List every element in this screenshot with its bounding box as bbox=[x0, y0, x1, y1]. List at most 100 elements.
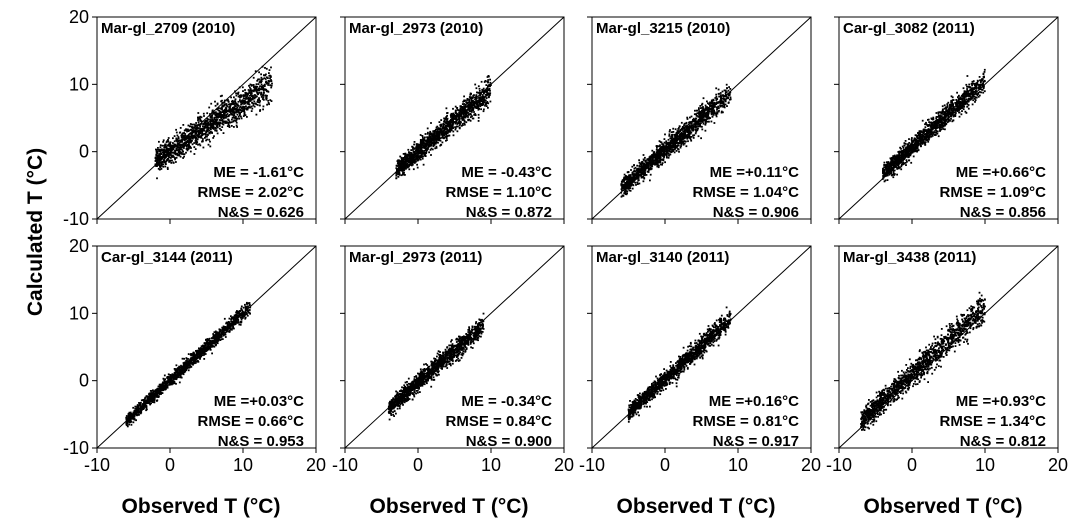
data-point bbox=[160, 162, 163, 165]
data-point bbox=[640, 164, 643, 166]
data-point bbox=[623, 173, 626, 176]
stat-label: ME = -0.43°C bbox=[461, 164, 552, 181]
data-point bbox=[207, 121, 209, 124]
data-point bbox=[169, 146, 172, 148]
data-point bbox=[264, 67, 266, 69]
data-point bbox=[457, 125, 459, 128]
data-point bbox=[251, 98, 253, 100]
data-point bbox=[466, 114, 469, 117]
data-point bbox=[165, 145, 168, 148]
data-point bbox=[642, 176, 644, 178]
data-point bbox=[199, 131, 202, 133]
data-point bbox=[197, 127, 200, 130]
data-point bbox=[680, 134, 682, 137]
data-point bbox=[458, 127, 461, 130]
data-point bbox=[882, 170, 884, 172]
data-point bbox=[713, 109, 715, 112]
data-point bbox=[156, 152, 159, 155]
data-point bbox=[478, 87, 481, 90]
data-point bbox=[195, 128, 198, 131]
data-point bbox=[175, 148, 178, 151]
data-point bbox=[720, 111, 723, 114]
data-point bbox=[268, 69, 271, 71]
data-point bbox=[190, 135, 193, 137]
data-point bbox=[482, 91, 485, 94]
data-point bbox=[658, 149, 660, 151]
data-point bbox=[465, 101, 468, 104]
data-point bbox=[460, 112, 463, 115]
data-point bbox=[625, 175, 627, 177]
data-point bbox=[719, 100, 722, 103]
data-point bbox=[647, 162, 650, 165]
data-point bbox=[669, 137, 672, 140]
data-point bbox=[624, 182, 627, 185]
data-point bbox=[699, 123, 701, 126]
data-point bbox=[678, 131, 681, 133]
data-point bbox=[250, 105, 253, 108]
data-point bbox=[197, 132, 200, 134]
data-point bbox=[728, 86, 730, 88]
data-point bbox=[185, 144, 188, 147]
data-point bbox=[960, 105, 962, 108]
data-point bbox=[412, 155, 415, 157]
data-point bbox=[167, 152, 170, 155]
data-point bbox=[686, 127, 689, 130]
data-point bbox=[694, 132, 697, 135]
data-point bbox=[197, 143, 199, 146]
data-point bbox=[265, 76, 268, 79]
data-point bbox=[444, 132, 447, 135]
data-point bbox=[243, 106, 246, 109]
data-point bbox=[699, 113, 701, 116]
data-point bbox=[473, 100, 476, 103]
data-point bbox=[204, 132, 207, 135]
data-point bbox=[620, 181, 623, 183]
data-point bbox=[267, 84, 270, 86]
data-point bbox=[683, 122, 686, 125]
data-point bbox=[455, 125, 458, 128]
data-point bbox=[696, 123, 698, 126]
data-point bbox=[692, 119, 695, 122]
data-point bbox=[705, 113, 707, 116]
data-point bbox=[967, 99, 970, 102]
data-point bbox=[696, 112, 699, 115]
data-point bbox=[223, 109, 226, 111]
data-point bbox=[212, 120, 214, 123]
data-point bbox=[413, 156, 416, 159]
data-point bbox=[426, 136, 429, 139]
data-point bbox=[265, 96, 268, 99]
data-point bbox=[475, 103, 478, 106]
data-point bbox=[399, 169, 402, 172]
data-point bbox=[471, 117, 474, 120]
data-point bbox=[165, 151, 168, 153]
data-point bbox=[196, 138, 199, 141]
data-point bbox=[178, 139, 180, 142]
data-point bbox=[652, 154, 654, 156]
data-point bbox=[195, 122, 197, 124]
data-point bbox=[265, 98, 268, 101]
data-point bbox=[191, 130, 194, 133]
data-point bbox=[214, 122, 217, 124]
data-point bbox=[155, 154, 158, 157]
data-point bbox=[270, 80, 273, 82]
data-point bbox=[257, 98, 260, 101]
data-point bbox=[717, 107, 720, 109]
data-point bbox=[931, 135, 934, 137]
data-point bbox=[417, 144, 420, 147]
data-point bbox=[689, 116, 691, 119]
data-point bbox=[221, 119, 224, 122]
data-point bbox=[688, 127, 691, 130]
data-point bbox=[428, 144, 431, 147]
data-point bbox=[446, 124, 449, 127]
data-point bbox=[651, 159, 654, 162]
data-point bbox=[701, 114, 704, 117]
data-point bbox=[246, 97, 249, 100]
data-point bbox=[172, 154, 174, 157]
data-point bbox=[215, 125, 218, 128]
data-point bbox=[963, 105, 966, 108]
data-point bbox=[977, 93, 980, 95]
y-tick-label: -10 bbox=[63, 209, 89, 229]
data-point bbox=[432, 141, 435, 144]
data-point bbox=[720, 94, 722, 96]
data-point bbox=[243, 112, 246, 114]
data-point bbox=[628, 174, 630, 177]
